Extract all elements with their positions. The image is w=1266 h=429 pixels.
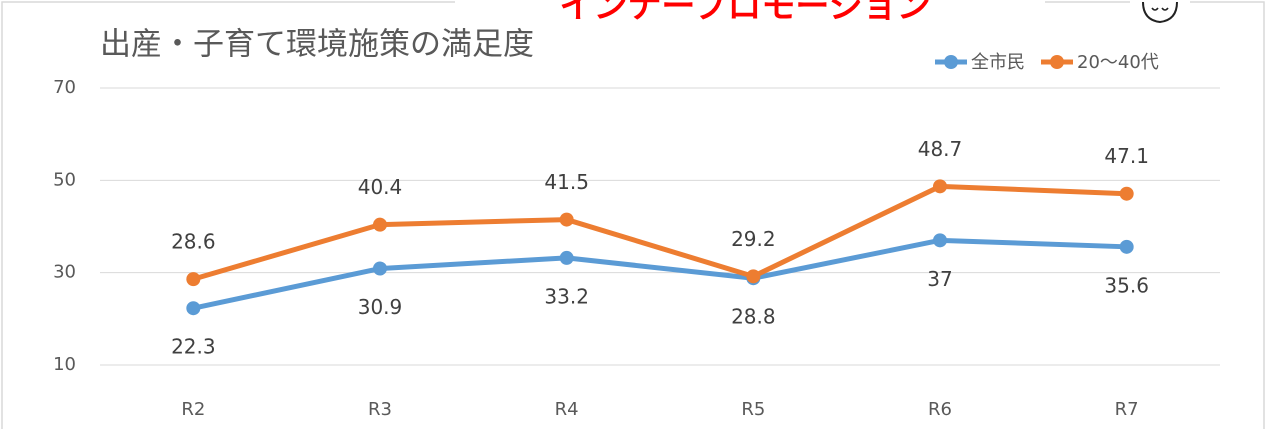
x-tick-label: R4 [555, 399, 579, 420]
y-tick-label: 30 [53, 262, 76, 283]
x-tick-label: R2 [181, 399, 205, 420]
icon [1142, 1, 1178, 24]
series-line [192, 183, 1127, 282]
chart-title: 出産・子育て環境施策の満足度 [100, 27, 534, 63]
point [1119, 239, 1134, 254]
data-label: 28.8 [731, 305, 776, 329]
data-label: 35.6 [1104, 273, 1149, 297]
icon-detail [1151, 7, 1169, 11]
data-label: 41.5 [544, 170, 589, 194]
series-line [192, 237, 1127, 311]
x-tick-label: R3 [368, 399, 392, 420]
legend-marker [944, 55, 958, 69]
legend-marker [1050, 55, 1064, 69]
point [186, 301, 201, 316]
y-tick-label: 70 [53, 77, 76, 98]
data-label: 33.2 [544, 284, 589, 308]
point [933, 179, 947, 194]
y-tick-label: 10 [53, 354, 76, 375]
data-label: 40.4 [358, 175, 403, 199]
annotation: インナープロモーション [559, 0, 930, 27]
point [746, 269, 761, 284]
point [186, 272, 201, 287]
point [559, 250, 574, 265]
point [1119, 186, 1134, 201]
data-label: 48.7 [918, 137, 963, 161]
data-label: 28.6 [171, 230, 216, 254]
point [373, 261, 387, 276]
legend-label: 20〜40代 [1077, 52, 1159, 73]
x-tick-label: R7 [1115, 399, 1139, 420]
annotation-backdrop [455, 0, 1045, 40]
point [933, 233, 947, 248]
legend-label: 全市民 [971, 52, 1025, 73]
y-tick-label: 50 [53, 169, 76, 190]
data-label: 30.9 [358, 295, 403, 319]
x-tick-label: R6 [928, 399, 952, 420]
data-label: 47.1 [1104, 144, 1149, 168]
data-label: 29.2 [731, 227, 776, 251]
point [559, 212, 574, 227]
point [373, 217, 387, 232]
data-label: 22.3 [171, 335, 216, 359]
data-label: 37 [927, 267, 952, 291]
x-tick-label: R5 [741, 399, 765, 420]
